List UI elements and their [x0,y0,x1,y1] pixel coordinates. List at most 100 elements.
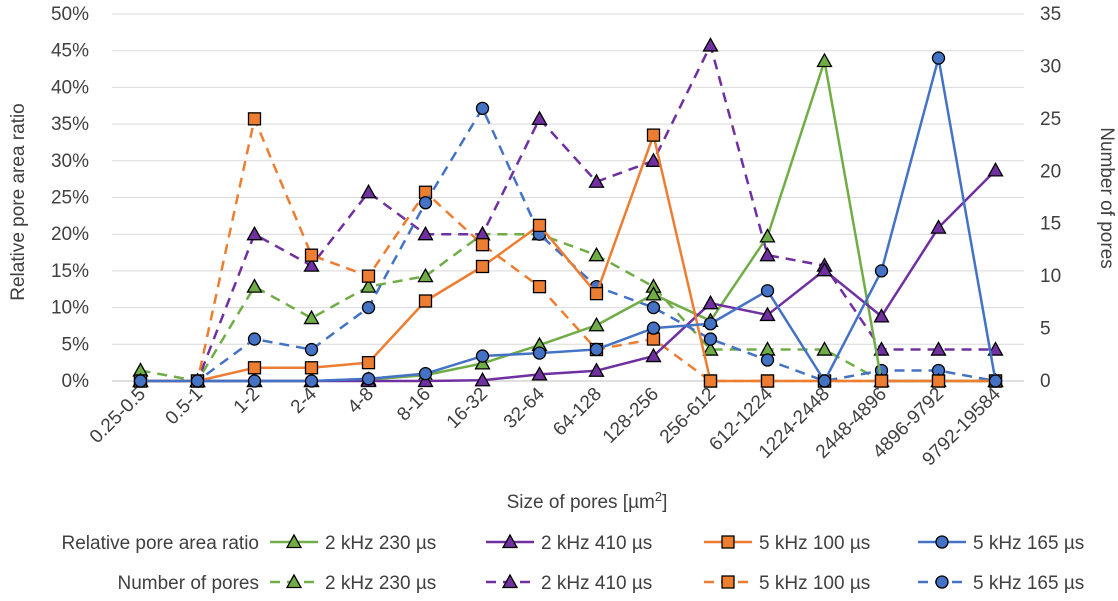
data-point-ratio-2-khz-410-s [474,371,491,387]
data-point-count-2-khz-410-s [987,341,1004,356]
data-point-count-2-khz-410-s [930,341,947,356]
right-axis-ticks: 0 5 10 15 20 25 30 35 [1040,4,1061,392]
legend-ratio-2-label: 2 kHz 410 µs [541,533,652,554]
x-tick-label: 128-256 [599,384,663,448]
left-tick-label: 30% [51,151,89,172]
left-tick-label: 45% [51,41,89,62]
left-axis-ticks: 0% 5% 10% 15% 20% 25% 30% 35% 40% 45% 50% [51,4,89,392]
data-point-count-2-khz-410-s [588,173,605,188]
data-point-count-2-khz-410-s [303,257,320,272]
data-point-ratio-5-khz-165-s [361,372,376,386]
data-point-ratio-2-khz-410-s [930,219,947,234]
data-point-ratio-5-khz-100-s [874,374,889,388]
data-point-ratio-2-khz-230-s [816,52,833,68]
series-ratio-5-khz-100-s [133,128,1003,388]
data-point-count-2-khz-230-s [417,267,434,283]
data-point-count-5-khz-100-s [646,332,661,346]
legend-row2-title: Number of pores [117,573,259,594]
data-point-count-5-khz-100-s [361,269,376,283]
data-point-count-5-khz-100-s [247,112,262,126]
data-point-count-2-khz-410-s [246,225,263,241]
data-point-ratio-5-khz-100-s [475,259,490,274]
data-point-ratio-5-khz-165-s [589,342,604,357]
data-point-count-2-khz-230-s [816,341,833,356]
right-tick-label: 15 [1040,214,1061,235]
data-point-count-2-khz-230-s [303,309,320,325]
right-tick-label: 5 [1040,319,1051,340]
data-point-ratio-2-khz-410-s [987,162,1004,177]
left-tick-label: 25% [51,188,89,209]
data-point-ratio-2-khz-410-s [873,308,890,323]
data-point-ratio-5-khz-100-s [760,374,775,388]
data-point-count-2-khz-410-s [759,246,776,262]
data-point-count-5-khz-165-s [418,196,433,210]
legend-count-3-label: 5 kHz 100 µs [759,573,870,594]
series-line-ratio-5-khz-165-s [140,56,997,383]
series-line-ratio-2-khz-230-s [140,59,996,383]
right-axis-title: Number of pores [1096,127,1117,269]
x-axis-title-superscript: 2 [655,489,662,504]
x-tick-label: 2-4 [287,383,322,418]
data-point-ratio-5-khz-165-s [247,374,262,388]
legend-ratio-2-marker [501,533,519,549]
data-point-ratio-2-khz-410-s [531,366,548,381]
x-axis-title-main: Size of pores [µm [507,492,655,513]
legend-ratio-1-label: 2 kHz 230 µs [325,533,436,554]
data-point-ratio-2-khz-410-s [702,294,719,310]
left-axis-title: Relative pore area ratio [8,103,29,301]
right-tick-label: 35 [1040,4,1061,25]
x-tick-label: 1-2 [230,384,264,418]
data-point-count-5-khz-165-s [760,353,775,367]
data-point-ratio-5-khz-165-s [532,346,547,360]
legend-count-2-marker [501,573,519,589]
legend-count-4-label: 5 kHz 165 µs [973,573,1084,594]
data-point-count-2-khz-410-s [702,37,719,52]
data-point-count-2-khz-410-s [417,225,434,241]
x-tick-label: 4-8 [344,384,378,418]
data-point-ratio-2-khz-230-s [588,316,605,332]
data-point-ratio-5-khz-165-s [931,51,946,65]
data-point-ratio-5-khz-165-s [133,374,148,388]
data-point-count-2-khz-410-s [645,152,662,167]
legend-count-3-marker [721,575,735,589]
data-point-ratio-5-khz-100-s [532,218,547,233]
left-tick-label: 35% [51,114,89,135]
x-tick-label: 64-128 [549,384,606,441]
data-point-ratio-5-khz-100-s [247,361,262,375]
data-point-ratio-2-khz-230-s [645,286,662,301]
left-tick-label: 50% [51,4,89,25]
data-point-ratio-2-khz-410-s [759,306,776,322]
x-tick-label: 32-64 [500,383,550,433]
data-point-count-5-khz-165-s [361,300,376,315]
legend-count-4-marker [935,575,949,589]
left-tick-label: 5% [62,334,90,355]
left-tick-label: 40% [51,77,89,98]
data-point-count-5-khz-100-s [475,238,490,252]
data-point-ratio-5-khz-165-s [418,367,433,381]
legend-ratio-4-marker [935,535,949,549]
data-point-ratio-5-khz-165-s [475,349,490,363]
data-point-ratio-5-khz-165-s [304,374,319,388]
data-point-count-5-khz-165-s [247,332,262,346]
data-point-ratio-5-khz-100-s [589,287,604,301]
data-point-count-5-khz-100-s [532,279,547,294]
data-point-ratio-5-khz-100-s [931,374,946,388]
legend: Relative pore area ratio Number of pores… [62,533,1085,594]
legend-ratio-3-marker [721,535,735,549]
legend-count-1-marker [285,573,303,589]
x-tick-label: 8-16 [393,384,435,426]
data-point-ratio-5-khz-165-s [646,321,661,335]
series-count-5-khz-100-s [133,112,1003,388]
data-point-count-2-khz-230-s [360,278,377,293]
data-point-ratio-5-khz-165-s [760,284,775,298]
series-line-ratio-2-khz-410-s [140,169,997,383]
data-point-count-2-khz-230-s [588,246,605,262]
data-point-ratio-5-khz-100-s [646,128,661,142]
series-count-2-khz-230-s [132,225,1004,388]
legend-ratio-4-label: 5 kHz 165 µs [973,533,1084,554]
series-layer [132,37,1004,388]
data-point-ratio-5-khz-100-s [703,374,718,388]
data-point-count-5-khz-165-s [304,342,319,357]
x-tick-label: 16-32 [443,384,492,433]
legend-row1-title: Relative pore area ratio [62,533,260,554]
